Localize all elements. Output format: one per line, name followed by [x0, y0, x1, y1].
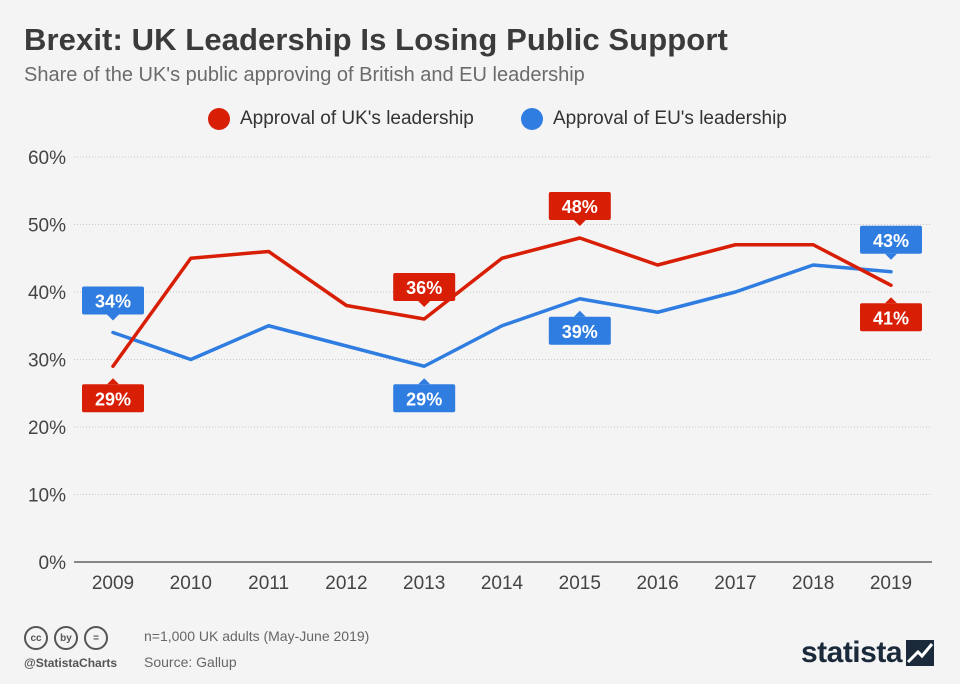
y-tick-label: 50% — [28, 216, 66, 237]
y-tick-label: 10% — [28, 486, 66, 507]
data-label: 36% — [406, 278, 442, 298]
y-tick-label: 30% — [28, 351, 66, 372]
statista-logo: statista — [801, 636, 934, 670]
data-label-callout: 41% — [860, 297, 922, 332]
series-line-eu — [111, 263, 893, 368]
data-label-box — [82, 286, 144, 315]
data-label-pointer — [573, 310, 586, 317]
data-label-box — [82, 384, 144, 413]
no-derivatives-icon: = — [84, 626, 108, 650]
data-label-callout: 39% — [548, 310, 611, 345]
license-icons: cc by = — [24, 626, 108, 650]
data-label-callout: 29% — [82, 378, 144, 413]
data-label: 41% — [873, 308, 909, 328]
sample-note: n=1,000 UK adults (May-June 2019) — [144, 628, 370, 644]
series-line-uk — [111, 236, 893, 368]
y-tick-label: 0% — [39, 553, 67, 574]
data-label-callout: 36% — [393, 273, 456, 307]
legend-label-uk: Approval of UK's leadership — [240, 108, 474, 129]
data-label-box — [393, 273, 456, 301]
legend: Approval of UK's leadership Approval of … — [0, 108, 960, 138]
data-label: 29% — [406, 389, 442, 409]
y-tick-label: 60% — [28, 148, 66, 169]
y-tick-label: 40% — [28, 283, 66, 304]
data-label-callout: 43% — [860, 225, 922, 260]
data-label-pointer — [418, 301, 431, 307]
brand-wordmark: statista — [800, 636, 903, 669]
x-tick-label: 2014 — [481, 573, 524, 594]
legend-swatch-eu — [521, 108, 543, 130]
x-tick-label: 2018 — [792, 573, 834, 594]
data-label-callout: 29% — [393, 378, 456, 413]
data-label: 34% — [95, 292, 131, 312]
data-label-pointer — [885, 253, 897, 260]
chart-title: Brexit: UK Leadership Is Losing Public S… — [24, 22, 728, 57]
chart-subtitle: Share of the UK's public approving of Br… — [24, 64, 585, 86]
data-label-callout: 48% — [548, 192, 611, 226]
data-label-box — [860, 303, 922, 332]
legend-label-eu: Approval of EU's leadership — [553, 108, 787, 129]
statista-mark-icon — [906, 640, 934, 666]
data-label-pointer — [885, 297, 897, 304]
source-note: Source: Gallup — [144, 654, 237, 670]
data-label: 39% — [562, 322, 598, 342]
x-tick-label: 2013 — [403, 573, 445, 594]
data-label-pointer — [573, 220, 586, 226]
x-tick-label: 2017 — [714, 573, 756, 594]
x-tick-label: 2009 — [92, 573, 134, 594]
data-label: 43% — [873, 231, 909, 251]
data-label-pointer — [418, 378, 431, 385]
legend-item-uk: Approval of UK's leadership — [208, 108, 474, 130]
social-handle: @StatistaCharts — [24, 656, 118, 670]
data-label: 29% — [95, 389, 131, 409]
attribution-icon: by — [54, 626, 78, 650]
data-label-pointer — [107, 314, 119, 321]
data-label-box — [548, 316, 611, 345]
data-label: 48% — [562, 197, 598, 217]
data-label-pointer — [107, 378, 119, 385]
line-chart: 0% 10% 20% 30% 40% 50% 60% 2009 2010 2011 2012 2013… — [28, 148, 932, 594]
legend-swatch-uk — [208, 108, 230, 130]
data-label-callout: 34% — [82, 286, 144, 321]
x-tick-label: 2016 — [636, 573, 678, 594]
data-label-box — [548, 192, 611, 220]
x-tick-label: 2019 — [870, 573, 912, 594]
cc-icon: cc — [24, 626, 48, 650]
x-tick-label: 2011 — [248, 573, 289, 594]
footer: cc by = @StatistaCharts n=1,000 UK adult… — [0, 618, 960, 684]
legend-item-eu: Approval of EU's leadership — [521, 108, 787, 130]
data-label-box — [393, 384, 456, 413]
x-tick-label: 2012 — [325, 573, 367, 594]
x-tick-label: 2015 — [559, 573, 601, 594]
data-label-box — [860, 225, 922, 254]
x-tick-label: 2010 — [170, 573, 212, 594]
y-tick-label: 20% — [28, 418, 66, 439]
